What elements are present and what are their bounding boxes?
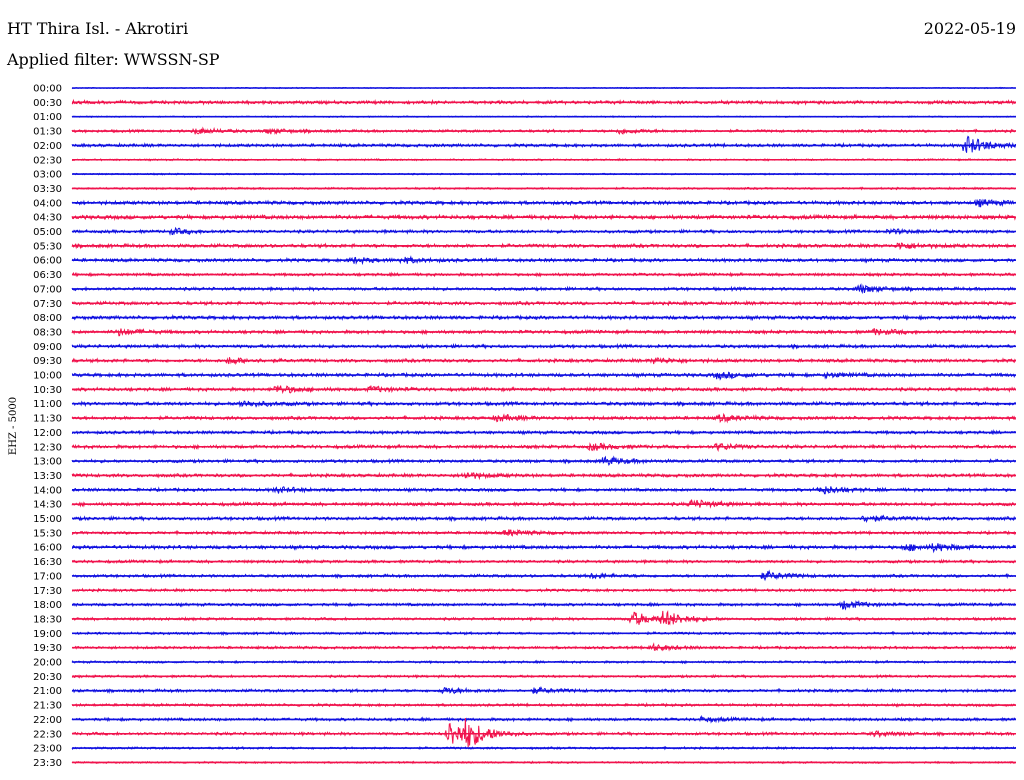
time-tick-label: 19:30 [33, 643, 62, 654]
time-tick-label: 10:30 [33, 385, 62, 396]
time-tick-label: 22:00 [33, 715, 62, 726]
time-tick-label: 06:30 [33, 270, 62, 281]
time-tick-label: 23:30 [33, 758, 62, 769]
time-tick-label: 21:30 [33, 701, 62, 712]
time-tick-label: 05:00 [33, 227, 62, 238]
time-tick-label: 14:30 [33, 500, 62, 511]
station-title: HT Thira Isl. - Akrotiri [7, 19, 189, 38]
time-tick-label: 20:30 [33, 672, 62, 683]
time-tick-label: 22:30 [33, 729, 62, 740]
trace-2230 [71, 717, 1016, 748]
time-tick-label: 12:00 [33, 428, 62, 439]
time-tick-label: 17:30 [33, 586, 62, 597]
time-tick-label: 15:00 [33, 514, 62, 525]
y-axis-label: EHZ - 5000 [8, 397, 19, 455]
time-tick-label: 02:00 [33, 141, 62, 152]
time-tick-label: 03:30 [33, 184, 62, 195]
time-tick-label: 00:00 [33, 84, 62, 95]
time-tick-label: 04:00 [33, 198, 62, 209]
time-tick-label: 09:30 [33, 356, 62, 367]
time-tick-label: 18:30 [33, 614, 62, 625]
time-tick-label: 01:00 [33, 112, 62, 123]
time-tick-label: 05:30 [33, 241, 62, 252]
time-tick-label: 19:00 [33, 629, 62, 640]
time-tick-label: 23:00 [33, 744, 62, 755]
time-tick-label: 14:00 [33, 485, 62, 496]
time-tick-label: 07:30 [33, 299, 62, 310]
time-tick-label: 20:00 [33, 658, 62, 669]
date-label: 2022-05-19 [923, 19, 1016, 38]
time-tick-label: 01:30 [33, 127, 62, 138]
time-tick-label: 06:00 [33, 256, 62, 267]
time-tick-label: 18:00 [33, 600, 62, 611]
time-tick-label: 09:00 [33, 342, 62, 353]
time-tick-label: 00:30 [33, 98, 62, 109]
time-tick-label: 12:30 [33, 442, 62, 453]
time-tick-label: 16:00 [33, 543, 62, 554]
filter-label: Applied filter: WWSSN-SP [7, 50, 220, 69]
time-tick-label: 17:00 [33, 571, 62, 582]
trace-0200 [71, 135, 1017, 153]
time-tick-label: 16:30 [33, 557, 62, 568]
time-tick-label: 13:30 [33, 471, 62, 482]
trace-1830 [71, 610, 1017, 626]
time-tick-label: 11:30 [33, 414, 62, 425]
time-tick-label: 10:00 [33, 371, 62, 382]
time-tick-label: 08:00 [33, 313, 62, 324]
time-tick-label: 04:30 [33, 213, 62, 224]
time-tick-label: 13:00 [33, 457, 62, 468]
time-tick-label: 03:00 [33, 170, 62, 181]
time-tick-label: 11:00 [33, 399, 62, 410]
time-tick-label: 08:30 [33, 327, 62, 338]
time-tick-label: 07:00 [33, 284, 62, 295]
time-tick-label: 21:00 [33, 686, 62, 697]
time-tick-label: 15:30 [33, 528, 62, 539]
time-tick-label: 02:30 [33, 155, 62, 166]
